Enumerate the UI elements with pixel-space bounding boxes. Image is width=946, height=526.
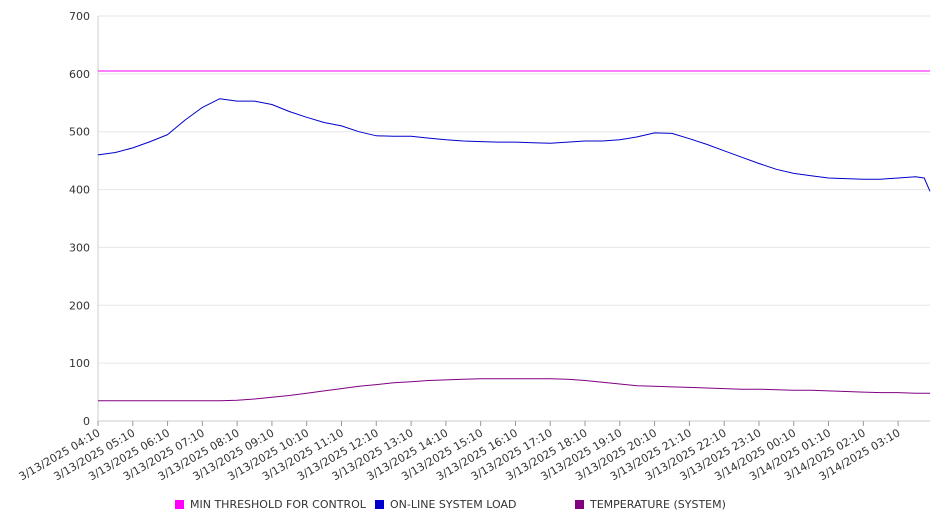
- legend: MIN THRESHOLD FOR CONTROL ON-LINE SYSTEM…: [0, 498, 946, 514]
- legend-label-temperature: TEMPERATURE (SYSTEM): [590, 498, 726, 511]
- x-tick-labels: 3/13/2025 04:103/13/2025 05:103/13/2025 …: [17, 421, 903, 483]
- legend-label-threshold: MIN THRESHOLD FOR CONTROL: [190, 498, 366, 511]
- series-lines: [97, 70, 931, 402]
- gridlines: [98, 15, 930, 364]
- axes: [97, 16, 930, 422]
- y-tick-label: 700: [69, 10, 90, 23]
- y-tick-label: 100: [69, 357, 90, 370]
- series-line-1: [97, 98, 931, 192]
- legend-item-threshold[interactable]: MIN THRESHOLD FOR CONTROL: [175, 498, 366, 511]
- y-tick-label: 600: [69, 68, 90, 81]
- y-tick-labels: 0 100 200 300 400 500 600 700: [69, 10, 90, 428]
- legend-label-system-load: ON-LINE SYSTEM LOAD: [390, 498, 517, 511]
- legend-swatch-system-load: [375, 500, 384, 509]
- y-tick-label: 300: [69, 241, 90, 254]
- y-tick-label: 500: [69, 126, 90, 139]
- y-tick-label: 0: [83, 415, 90, 428]
- legend-swatch-threshold: [175, 500, 184, 509]
- series-line-2: [98, 378, 930, 402]
- y-tick-label: 400: [69, 184, 90, 197]
- legend-item-system-load[interactable]: ON-LINE SYSTEM LOAD: [375, 498, 516, 511]
- legend-swatch-temperature: [575, 500, 584, 509]
- legend-item-temperature[interactable]: TEMPERATURE (SYSTEM): [575, 498, 726, 511]
- y-tick-label: 200: [69, 299, 90, 312]
